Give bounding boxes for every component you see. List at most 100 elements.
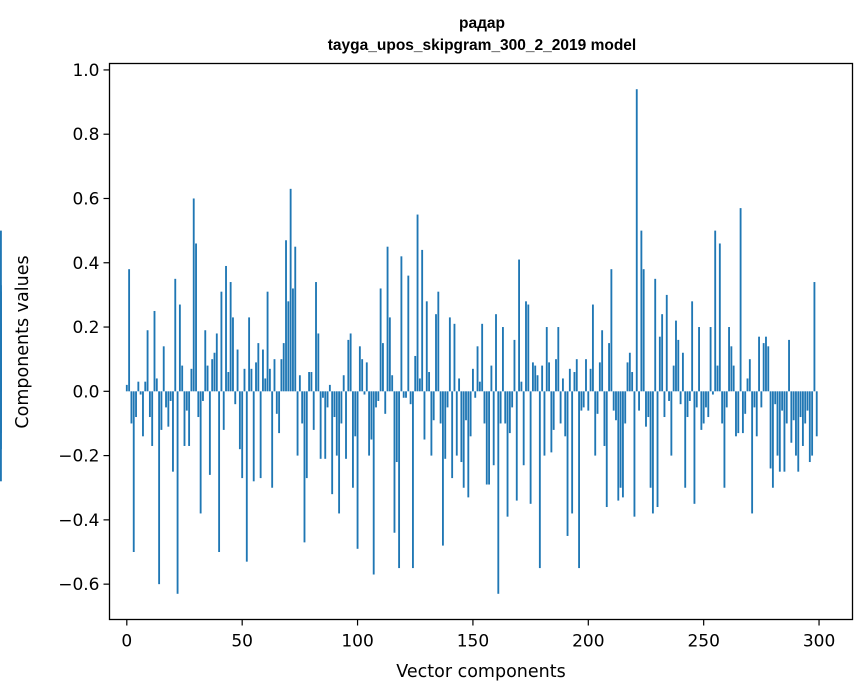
bar-271: [751, 391, 754, 514]
x-tick-label-100: 100: [341, 632, 373, 652]
bar-257: [718, 243, 721, 392]
bar-109: [377, 391, 380, 401]
bar-242: [684, 391, 687, 488]
bar-3: [132, 391, 135, 553]
bar-273: [755, 391, 758, 437]
bar-167: [511, 391, 514, 408]
bar-153: [478, 381, 481, 392]
bar-15: [160, 391, 163, 430]
bar-104: [365, 362, 368, 392]
bar-252: [707, 391, 710, 418]
bar-56: [255, 362, 257, 392]
bar-168: [513, 339, 516, 392]
bar-231: [658, 336, 661, 392]
bar-84: [319, 391, 322, 459]
bar-295: [806, 391, 809, 411]
bar-78: [305, 391, 308, 479]
bar-undefined: [0, 323, 2, 392]
plot-frame: [108, 62, 854, 621]
y-tick-label-7: 0.8: [72, 125, 99, 145]
bar-155: [483, 391, 486, 424]
bar-285: [783, 391, 786, 472]
bar-135: [437, 291, 440, 392]
bar-246: [693, 391, 696, 504]
bar-274: [758, 336, 760, 392]
bar-83: [317, 333, 320, 392]
bar-221: [635, 89, 638, 392]
bar-216: [624, 391, 627, 424]
bar-82: [315, 282, 317, 392]
y-tick-label-3: 0.0: [72, 382, 99, 402]
bar-193: [571, 391, 574, 514]
bar-148: [467, 391, 470, 498]
bar-272: [753, 391, 756, 408]
bar-268: [744, 391, 747, 414]
bar-195: [575, 359, 578, 392]
x-tick-label-250: 250: [687, 632, 719, 652]
y-tick-label-6: 0.6: [72, 189, 99, 209]
bar-182: [545, 327, 548, 392]
bar-94: [342, 375, 345, 392]
bar-12: [153, 310, 156, 392]
bar-197: [580, 391, 583, 411]
bar-138: [444, 391, 447, 459]
bar-191: [566, 391, 569, 536]
bar-91: [335, 391, 338, 456]
bar-200: [587, 391, 590, 411]
bar-39: [215, 333, 218, 392]
bar-8: [144, 381, 147, 392]
bars-group: [0, 89, 818, 594]
bar-210: [610, 269, 613, 392]
bar-101: [358, 346, 361, 392]
bar-248: [698, 327, 700, 392]
bar-188: [559, 391, 562, 424]
bar-119: [400, 256, 403, 392]
bar-21: [174, 278, 177, 392]
bar-110: [379, 288, 382, 392]
bar-0: [125, 384, 128, 392]
bar-66: [278, 391, 281, 434]
bar-262: [730, 346, 733, 392]
bar-98: [352, 391, 354, 488]
bar-89: [331, 391, 334, 495]
bar-27: [188, 391, 191, 446]
bar-239: [677, 339, 680, 392]
bar-10: [148, 391, 151, 418]
bar-196: [578, 391, 580, 569]
bar-44: [227, 372, 230, 392]
bar-290: [795, 391, 797, 456]
x-tick-label-0: 0: [121, 632, 132, 652]
bar-277: [765, 336, 767, 392]
bar-237: [672, 365, 675, 392]
bar-224: [642, 269, 645, 392]
bar-147: [465, 391, 467, 421]
bar-97: [349, 333, 352, 392]
bar-283: [778, 391, 781, 472]
bar-24: [181, 365, 184, 392]
bar-115: [391, 375, 394, 392]
bar-186: [555, 359, 557, 392]
bar-259: [723, 391, 726, 488]
bar-86: [324, 391, 327, 459]
bar-62: [268, 368, 271, 392]
bar-38: [213, 352, 216, 392]
bar-174: [527, 304, 530, 392]
bar-187: [557, 327, 560, 392]
bar-129: [423, 391, 426, 440]
bar-189: [561, 378, 564, 392]
bar-145: [460, 391, 463, 463]
bar-112: [384, 391, 387, 414]
bar-59: [262, 349, 264, 392]
bar-43: [225, 265, 227, 392]
bar-29: [192, 198, 195, 392]
bar-286: [785, 391, 788, 424]
bar-6: [139, 391, 142, 395]
bar-245: [691, 301, 694, 392]
bar-149: [469, 391, 472, 437]
bar-68: [282, 343, 285, 392]
bar-238: [675, 320, 677, 392]
bar-296: [808, 391, 811, 463]
bar-73: [294, 246, 297, 392]
bar-279: [769, 391, 772, 469]
